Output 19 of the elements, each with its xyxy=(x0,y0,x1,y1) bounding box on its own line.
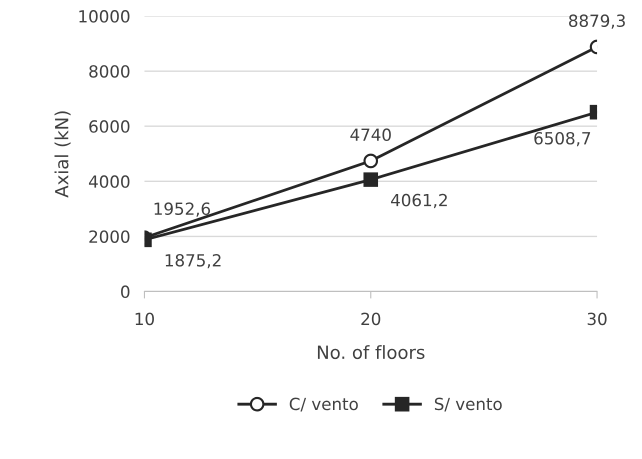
y-axis-title: Axial (kN) xyxy=(54,111,71,198)
x-tick-label: 10 xyxy=(136,312,154,326)
legend-label: C/ vento xyxy=(290,398,358,412)
data-label: 4740 xyxy=(350,128,391,142)
y-tick-label: 6000 xyxy=(89,120,130,133)
y-tick-label: 4000 xyxy=(88,175,130,188)
data-label: 1952,6 xyxy=(154,202,210,217)
y-tick-label: 2000 xyxy=(89,230,130,243)
y-tick-label: 0 xyxy=(121,285,130,298)
data-label: 8879,3 xyxy=(569,14,625,29)
y-tick-label: 10000 xyxy=(79,10,130,23)
data-label: 1875,2 xyxy=(166,254,221,268)
x-tick-label: 20 xyxy=(361,312,380,326)
x-tick-label: 30 xyxy=(588,312,607,326)
data-label: 4061,2 xyxy=(391,194,447,208)
data-label: 6508,7 xyxy=(534,132,590,146)
y-tick-label: 8000 xyxy=(89,65,130,78)
legend-label: S/ vento xyxy=(434,398,502,412)
x-axis-title: No. of floors xyxy=(318,345,424,360)
